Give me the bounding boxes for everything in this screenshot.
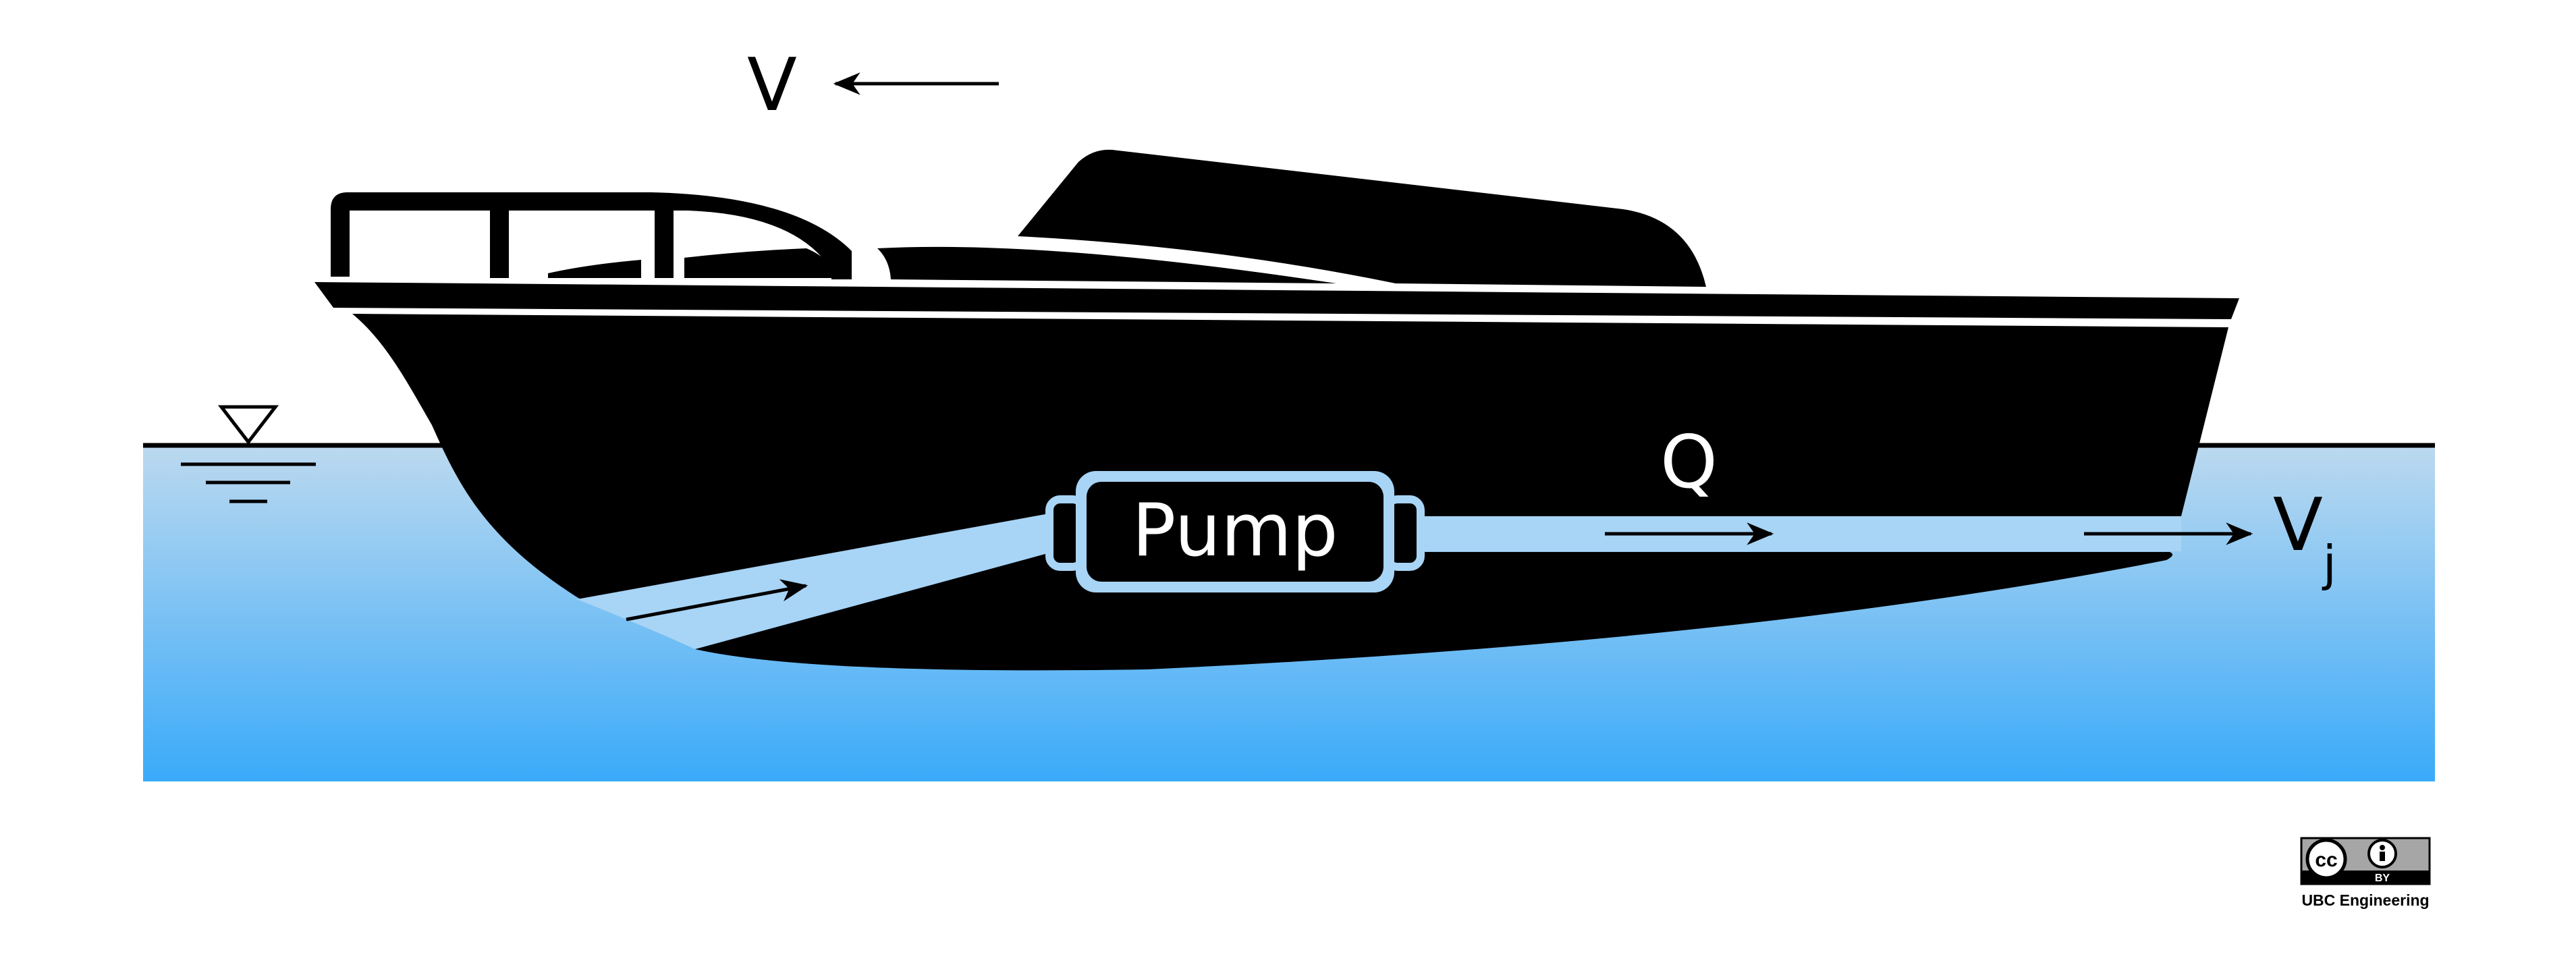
cabin-roof — [1018, 149, 1706, 287]
boat-hull — [352, 314, 2228, 599]
free-surface-symbol — [181, 405, 316, 503]
intake-flow-arrow — [626, 579, 809, 621]
by-mark: BY — [2375, 873, 2390, 884]
credit-text: UBC Engineering — [2301, 891, 2429, 909]
railing — [331, 192, 852, 279]
railing-gap — [350, 211, 490, 277]
pump-body-inner — [1087, 482, 1383, 582]
railing-gap — [509, 211, 655, 277]
license-badge: cc BY — [2300, 837, 2431, 885]
jet-velocity-subscript: j — [2322, 535, 2336, 592]
boat — [314, 149, 2239, 599]
cc-mark: cc — [2315, 849, 2337, 871]
windshield — [877, 246, 1336, 283]
boat-velocity-label: V — [747, 43, 797, 128]
deck-rail — [314, 282, 2239, 319]
seat-back — [548, 260, 641, 278]
jet-velocity-symbol: V — [2273, 483, 2323, 568]
flow-rate-label: Q — [1660, 420, 1718, 505]
hull-keel — [695, 552, 2172, 671]
cc-icon — [2305, 838, 2347, 880]
seat-back — [684, 248, 834, 278]
pump-label: Pump — [1132, 489, 1338, 573]
jet-velocity-label: Vj — [2273, 483, 2336, 592]
intake-duct — [577, 513, 1053, 649]
pump: Pump — [1045, 471, 1425, 592]
outlet-duct — [1417, 516, 2181, 551]
railing-post — [490, 211, 509, 278]
railing-post — [655, 211, 674, 278]
